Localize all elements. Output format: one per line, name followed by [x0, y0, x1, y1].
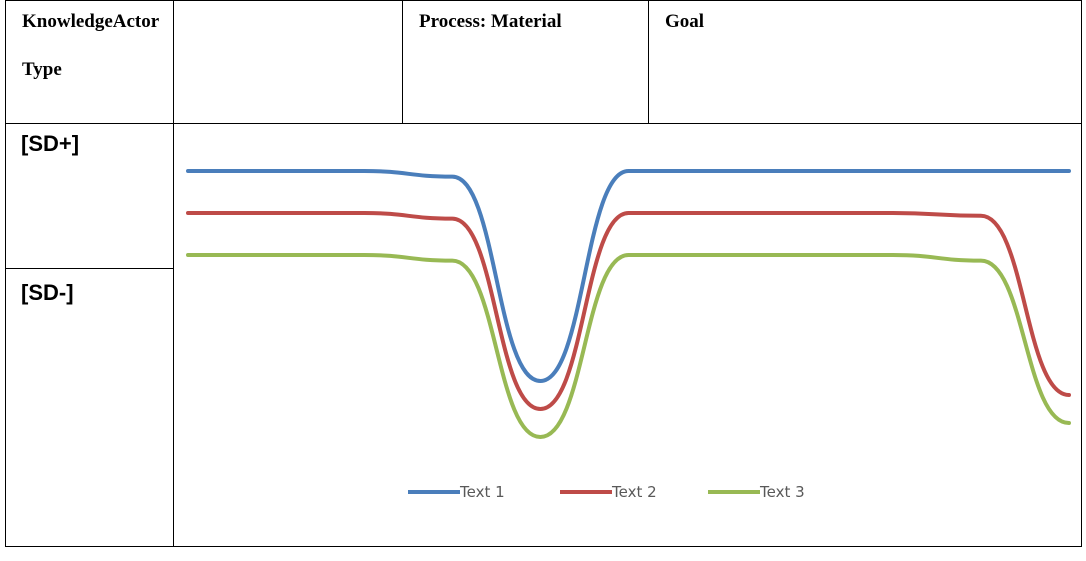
header-goal: Goal [665, 11, 705, 32]
header-type: Type [22, 59, 62, 80]
header-bottom-rule [5, 123, 1082, 124]
series-line-2 [186, 211, 1071, 412]
row-label-sd-plus: [SD+] [21, 131, 80, 156]
legend-label-1: Text 1 [459, 483, 505, 501]
legend-label-2: Text 2 [611, 483, 657, 501]
series-line-3 [186, 252, 1071, 440]
header-divider-3 [648, 0, 649, 124]
series-line-1 [186, 169, 1071, 384]
header-process-material: Process: Material [419, 11, 562, 32]
header-divider-2 [402, 0, 403, 124]
legend-label-3: Text 3 [759, 483, 805, 501]
row-label-sd-minus: [SD-] [21, 280, 74, 305]
line-chart: Text 1 Text 2 Text 3 [186, 169, 1071, 501]
header-knowledge-actor: KnowledgeActor [22, 11, 160, 32]
figure-table [5, 0, 1082, 547]
sd-row-divider [5, 268, 174, 269]
header-divider-1 [173, 0, 174, 547]
